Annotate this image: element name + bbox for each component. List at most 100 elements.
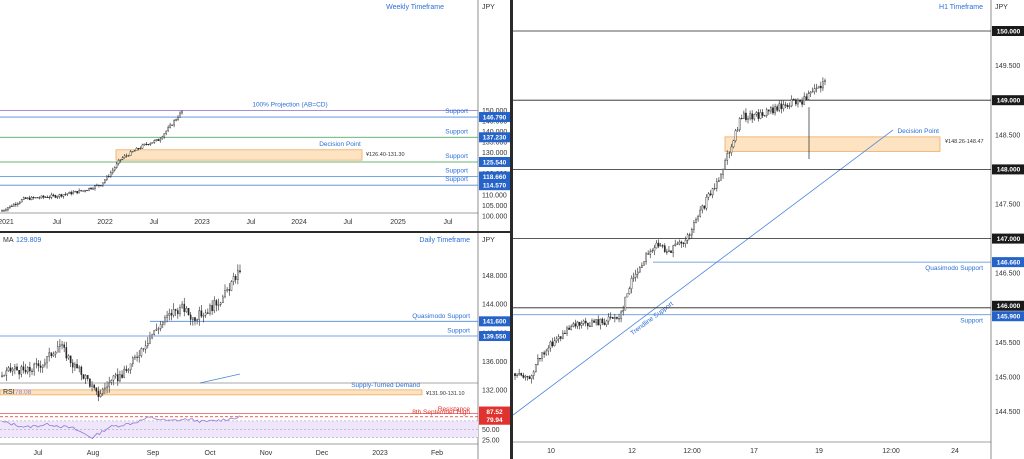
candle-body (183, 303, 186, 312)
candle-body (663, 245, 666, 252)
candle-body (753, 114, 756, 120)
candle-body (65, 347, 68, 359)
x-tick-label: Jul (444, 219, 453, 226)
candle-body (48, 352, 50, 357)
candle-body (99, 393, 102, 398)
candle-body (185, 308, 188, 312)
x-tick-label: 12:00 (683, 448, 701, 455)
candle-body (776, 106, 778, 111)
candle-body (167, 127, 170, 132)
candle-body (172, 309, 175, 316)
candle-body (616, 317, 618, 319)
candle-body (757, 112, 760, 119)
daily-candles (1, 264, 241, 402)
trendline (513, 129, 894, 416)
candle-body (89, 378, 91, 387)
level-tag-bg (992, 257, 1024, 268)
y-tick-label: 148.000 (482, 273, 507, 280)
rsi-y-tick: 25.00 (482, 437, 500, 444)
currency-label: JPY (995, 4, 1008, 11)
x-tick-label: Nov (260, 450, 273, 457)
candle-body (720, 174, 722, 181)
rsi-level-label: Resistance (438, 406, 471, 413)
candle-body (5, 209, 7, 211)
level-tag: 114.570 (483, 182, 507, 189)
candle-body (711, 188, 714, 196)
candle-body (591, 320, 593, 327)
weekly-chart-panel: JPY Weekly Timeframe 100.000 105.000 110.000… (0, 0, 510, 231)
candle-body (643, 261, 645, 266)
candle-body (589, 325, 591, 327)
candle-body (213, 300, 216, 312)
candle-body (119, 374, 121, 382)
x-tick-label: 2023 (372, 450, 388, 457)
x-tick-label: 19 (815, 448, 823, 455)
candle-body (84, 190, 86, 192)
candle-body (35, 363, 38, 365)
candle-body (18, 201, 21, 204)
x-tick-label: Jul (150, 219, 159, 226)
candle-body (207, 312, 209, 314)
candle-body (109, 172, 112, 177)
level-label: Support (445, 168, 468, 175)
candle-body (715, 181, 718, 189)
candle-body (516, 374, 518, 376)
candle-body (91, 384, 93, 387)
candle-body (115, 163, 118, 168)
candle-body (174, 309, 177, 311)
h1-chart-panel: JPY H1 Timeframe 144.500 145.000 145.500 146.… (513, 0, 1024, 459)
candle-body (129, 151, 132, 156)
candle-body (707, 193, 710, 198)
candle-body (234, 276, 237, 280)
x-tick-label: Aug (87, 450, 100, 457)
candle-body (32, 196, 35, 198)
candle-body (116, 374, 119, 382)
candle-body (822, 81, 824, 89)
x-tick-label: Jul (34, 450, 43, 457)
candle-body (222, 296, 224, 304)
candle-body (138, 355, 141, 358)
level-label: Support (445, 108, 468, 115)
candle-body (641, 265, 643, 268)
level-tag: 141.600 (483, 319, 507, 326)
candle-body (770, 107, 772, 112)
level-tag-bg (479, 180, 510, 191)
level-tag: 148.000 (997, 167, 1021, 174)
zone-range: ¥148.26-148.47 (945, 139, 984, 145)
candle-body (537, 358, 539, 365)
candle-body (522, 375, 525, 378)
candle-body (676, 243, 679, 245)
candle-body (780, 103, 783, 109)
candle-body (9, 367, 12, 372)
candle-body (647, 253, 650, 255)
candle-body (140, 348, 143, 357)
y-tick-label: 136.000 (482, 359, 507, 366)
currency-label: JPY (482, 4, 495, 11)
level-tag: 146.790 (483, 114, 507, 121)
candle-body (778, 103, 781, 111)
level-tag-bg (992, 300, 1024, 311)
candle-body (50, 352, 53, 357)
x-tick-label: 12:00 (882, 448, 900, 455)
candle-body (173, 120, 175, 126)
candle-body (58, 194, 61, 197)
candle-body (747, 118, 749, 120)
candle-body (709, 193, 712, 196)
candle-body (632, 276, 635, 279)
candle-body (198, 310, 201, 320)
candle-body (131, 357, 134, 365)
candle-body (22, 197, 25, 200)
x-tick-label: Jul (247, 219, 256, 226)
candle-body (106, 386, 108, 389)
y-tick-label: 147.500 (995, 202, 1020, 209)
candle-body (125, 368, 128, 372)
x-tick-label: Feb (431, 450, 443, 457)
candle-body (3, 210, 5, 212)
candle-body (799, 99, 801, 102)
candle-body (60, 194, 63, 197)
candle-body (543, 352, 545, 355)
candle-body (42, 195, 45, 198)
candle-body (200, 310, 203, 317)
candle-body (24, 197, 27, 199)
candle-body (759, 112, 762, 119)
